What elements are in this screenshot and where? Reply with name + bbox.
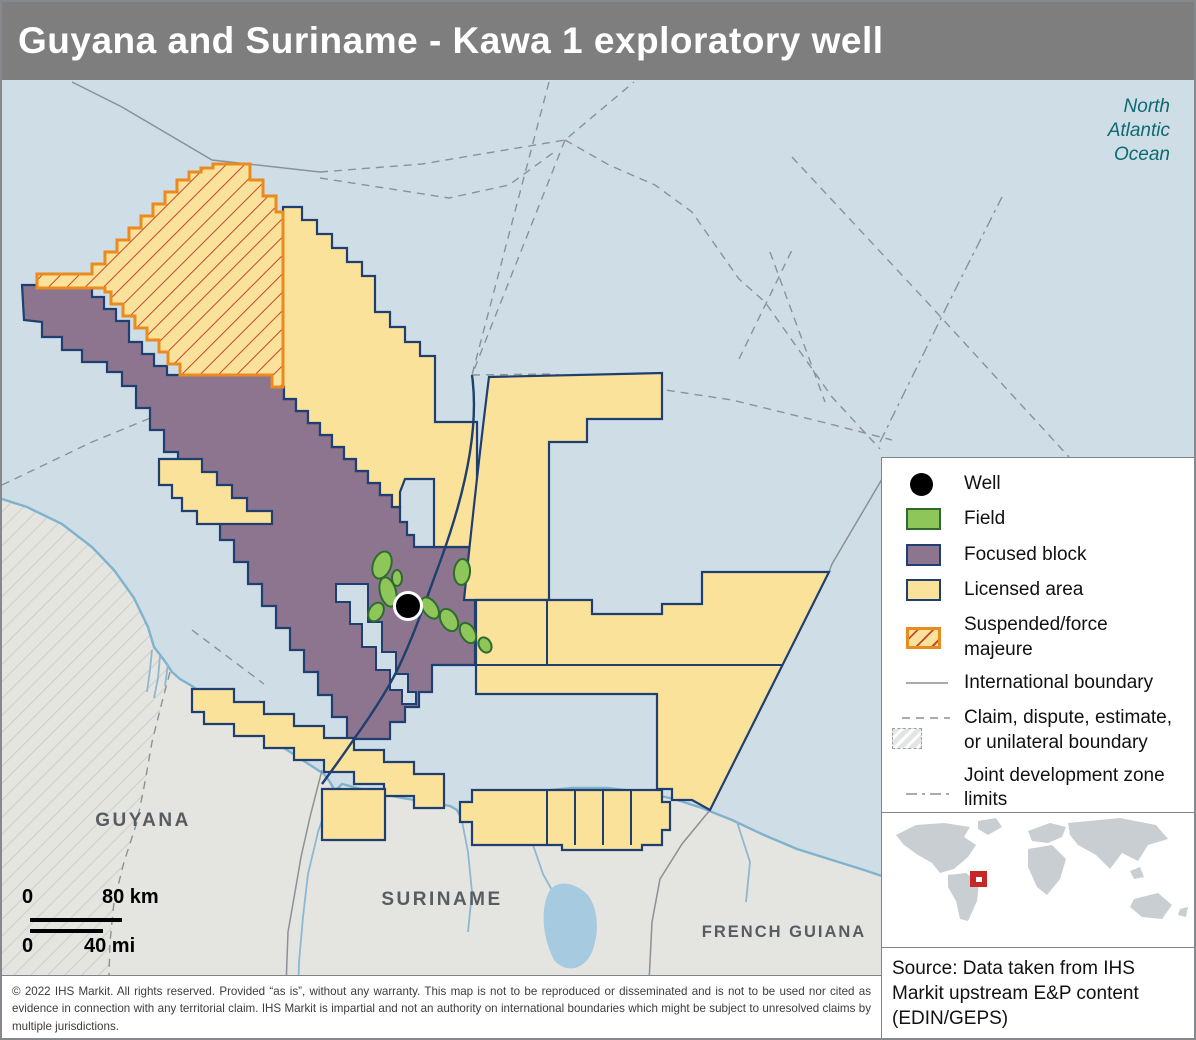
ocean-label-line1: North: [1124, 96, 1170, 117]
claim-hatch-swatch-icon: [892, 728, 922, 750]
international-boundary-swatch-icon: [906, 682, 948, 684]
source-box: Source: Data taken from IHS Markit upstr…: [881, 947, 1194, 1038]
legend-item-jdz: Joint development zone limits: [906, 764, 1194, 813]
scale-bar: 0 80 km 0 40 mi: [16, 886, 186, 960]
scale-km-start: 0: [22, 886, 34, 908]
block-internal-lines: [476, 600, 782, 845]
well-marker: [393, 591, 423, 621]
legend-item-well: Well: [906, 472, 1194, 496]
licensed-area-swatch-icon: [906, 579, 941, 602]
reservoir: [543, 883, 597, 969]
page-title: Guyana and Suriname - Kawa 1 exploratory…: [18, 20, 884, 61]
legend-item-suspended: Suspended/force majeure: [906, 613, 1194, 662]
scale-mi-end: 40 mi: [84, 935, 136, 957]
country-label-guyana: GUYANA: [95, 810, 191, 831]
well-swatch-icon: [910, 472, 933, 496]
copyright-strip: © 2022 IHS Markit. All rights reserved. …: [2, 975, 882, 1038]
field-swatch-icon: [906, 508, 941, 531]
claim-line-swatch-icon: [902, 717, 950, 719]
scale-bar-mi: [30, 929, 103, 933]
legend-item-claim-boundary: Claim, dispute, estimate, or unilateral …: [892, 706, 1194, 755]
country-label-french-guiana: FRENCH GUIANA: [702, 923, 866, 941]
legend-item-field: Field: [906, 507, 1194, 531]
source-text: Source: Data taken from IHS Markit upstr…: [892, 958, 1139, 1030]
world-map: [882, 813, 1194, 947]
title-bar: Guyana and Suriname - Kawa 1 exploratory…: [2, 2, 1194, 80]
legend-item-focused-block: Focused block: [906, 543, 1194, 567]
licensed-areas: [157, 205, 831, 852]
world-inset-map: [881, 812, 1194, 949]
jdz-line: [879, 196, 1003, 443]
country-label-suriname: SURINAME: [381, 889, 502, 910]
legend-item-international-boundary: International boundary: [906, 671, 1194, 695]
jdz-swatch-icon: [906, 793, 950, 795]
scale-bar-km: [30, 918, 122, 922]
location-marker-center: [976, 877, 982, 882]
fields: [367, 550, 493, 654]
legend-item-licensed-area: Licensed area: [906, 578, 1194, 602]
claim-dispute-lines: [2, 81, 1070, 1038]
focused-block-swatch-icon: [906, 543, 941, 566]
suspended-block: [35, 162, 285, 389]
coastline: [2, 497, 1194, 973]
ocean-label-line3: Ocean: [1114, 144, 1170, 165]
scale-mi-start: 0: [22, 935, 34, 957]
legend: Well Field Focused block Licensed area S…: [881, 457, 1194, 814]
disputed-territory-hatch: [2, 499, 170, 1038]
suspended-swatch-icon: [906, 626, 941, 649]
copyright-text: © 2022 IHS Markit. All rights reserved. …: [12, 985, 871, 1033]
ocean-label-line2: Atlantic: [1107, 120, 1171, 141]
scale-km-end: 80 km: [102, 886, 159, 908]
maritime-boundary-curve: [321, 374, 476, 785]
